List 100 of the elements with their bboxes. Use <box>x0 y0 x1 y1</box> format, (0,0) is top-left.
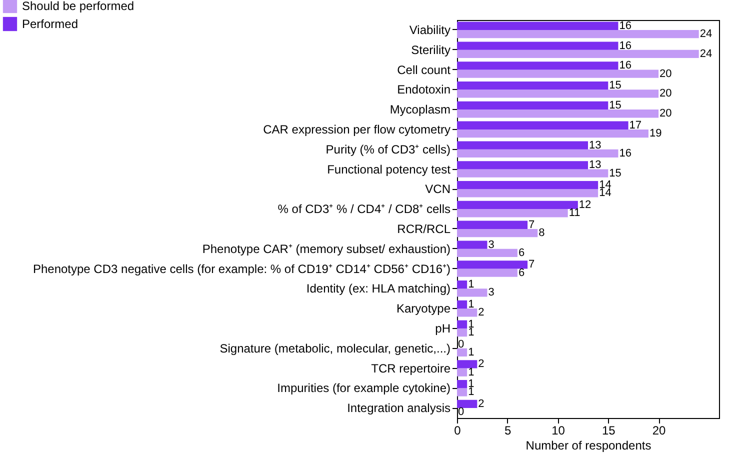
data-label: 1 <box>468 386 474 398</box>
bar <box>457 161 588 170</box>
data-label: 20 <box>660 88 672 100</box>
data-label: 20 <box>660 68 672 80</box>
bar <box>457 280 468 289</box>
data-label: 1 <box>468 278 474 291</box>
bar <box>457 308 478 317</box>
y-tick-label: Signature (metabolic, molecular, genetic,...) <box>220 341 450 356</box>
y-tick-label: Phenotype CAR⁺ (memory subset/ exhaustion) <box>202 242 450 256</box>
data-label: 16 <box>619 40 632 52</box>
y-tick-label: Phenotype CD3 negative cells (for example: % of CD19⁺ CD14⁺ CD56⁺ CD16⁺) <box>32 262 450 276</box>
y-tick-label: Purity (% of CD3⁺ cells) <box>326 142 450 156</box>
data-label: 0 <box>458 406 464 418</box>
legend-label: Performed <box>22 17 78 31</box>
x-tick-label: 20 <box>652 424 666 438</box>
data-label: 1 <box>468 298 474 310</box>
data-label: 0 <box>458 338 464 350</box>
data-label: 16 <box>619 20 632 32</box>
bar <box>457 121 628 130</box>
y-tick-label: Integration analysis <box>347 401 450 416</box>
y-tick-label: CAR expression per flow cytometry <box>263 122 450 136</box>
bar <box>457 30 699 38</box>
y-tick-label: Sterility <box>411 42 450 57</box>
y-tick-label: TCR repertoire <box>371 361 451 376</box>
bar <box>457 260 528 269</box>
data-label: 15 <box>609 167 622 180</box>
bar <box>457 400 478 408</box>
bar <box>457 380 468 388</box>
data-label: 3 <box>488 286 494 299</box>
x-axis-title: Number of respondents <box>526 438 652 452</box>
data-label: 15 <box>609 80 622 92</box>
bar <box>457 62 618 70</box>
bar <box>457 288 488 297</box>
bar <box>457 209 568 218</box>
x-tick-label: 0 <box>454 424 462 438</box>
data-label: 2 <box>478 398 484 410</box>
bar <box>457 200 578 210</box>
y-tick-label: Functional potency test <box>327 162 452 176</box>
bar <box>457 328 468 337</box>
bar <box>457 110 659 118</box>
bar <box>457 248 518 258</box>
data-label: 6 <box>518 266 525 279</box>
bar <box>457 22 618 30</box>
bar <box>457 42 618 50</box>
data-label: 1 <box>468 346 474 358</box>
bar <box>457 320 468 328</box>
data-label: 12 <box>578 198 592 211</box>
data-label: 11 <box>568 207 580 220</box>
y-tick-label: VCN <box>425 182 450 196</box>
y-tick-label: Impurities (for example cytokine) <box>277 381 451 396</box>
data-label: 19 <box>649 128 662 140</box>
data-label: 2 <box>478 358 484 370</box>
y-tick-label: Identity (ex: HLA matching) <box>306 282 450 296</box>
data-label: 15 <box>609 99 622 112</box>
y-tick-label: Mycoplasm <box>390 102 450 117</box>
legend-label: Should be performed <box>22 0 134 13</box>
x-tick-label: 10 <box>552 424 566 438</box>
x-tick-label: 5 <box>504 424 512 438</box>
bar <box>457 360 478 368</box>
y-tick-label: Endotoxin <box>397 82 450 97</box>
bar <box>457 180 598 190</box>
y-tick-label: RCR/RCL <box>397 222 451 236</box>
data-label: 6 <box>518 246 525 259</box>
bar <box>457 169 608 178</box>
data-label: 17 <box>629 119 642 132</box>
data-label: 16 <box>619 147 632 160</box>
bar <box>457 268 518 277</box>
bar <box>457 70 659 78</box>
bar <box>457 141 588 150</box>
y-tick-label: Viability <box>409 22 450 37</box>
bar <box>457 368 468 376</box>
data-label: 13 <box>589 159 602 172</box>
data-label: 24 <box>700 28 712 40</box>
data-label: 2 <box>478 306 484 319</box>
data-label: 1 <box>468 366 474 378</box>
bar <box>457 220 528 229</box>
bar <box>457 101 608 110</box>
y-tick-label: Karyotype <box>396 302 451 316</box>
bar <box>457 50 699 58</box>
data-label: 7 <box>528 258 535 271</box>
bar <box>457 149 618 158</box>
bar <box>457 300 468 309</box>
bar <box>457 81 608 90</box>
bar <box>457 189 598 198</box>
y-tick-label: Cell count <box>397 62 452 77</box>
data-label: 13 <box>589 139 602 152</box>
y-tick-label: % of CD3⁺ % / CD4⁺ / CD8⁺ cells <box>278 202 450 216</box>
data-label: 8 <box>538 227 545 240</box>
bar <box>457 129 648 138</box>
data-label: 1 <box>468 326 474 339</box>
data-label: 24 <box>700 48 712 60</box>
data-label: 7 <box>528 218 535 231</box>
bar <box>457 348 468 357</box>
y-tick-label: pH <box>435 321 450 336</box>
data-label: 16 <box>619 60 632 72</box>
bar <box>457 240 488 249</box>
x-tick-label: 15 <box>602 424 616 438</box>
bar <box>457 228 538 238</box>
bar <box>457 90 659 98</box>
bar <box>457 388 468 396</box>
